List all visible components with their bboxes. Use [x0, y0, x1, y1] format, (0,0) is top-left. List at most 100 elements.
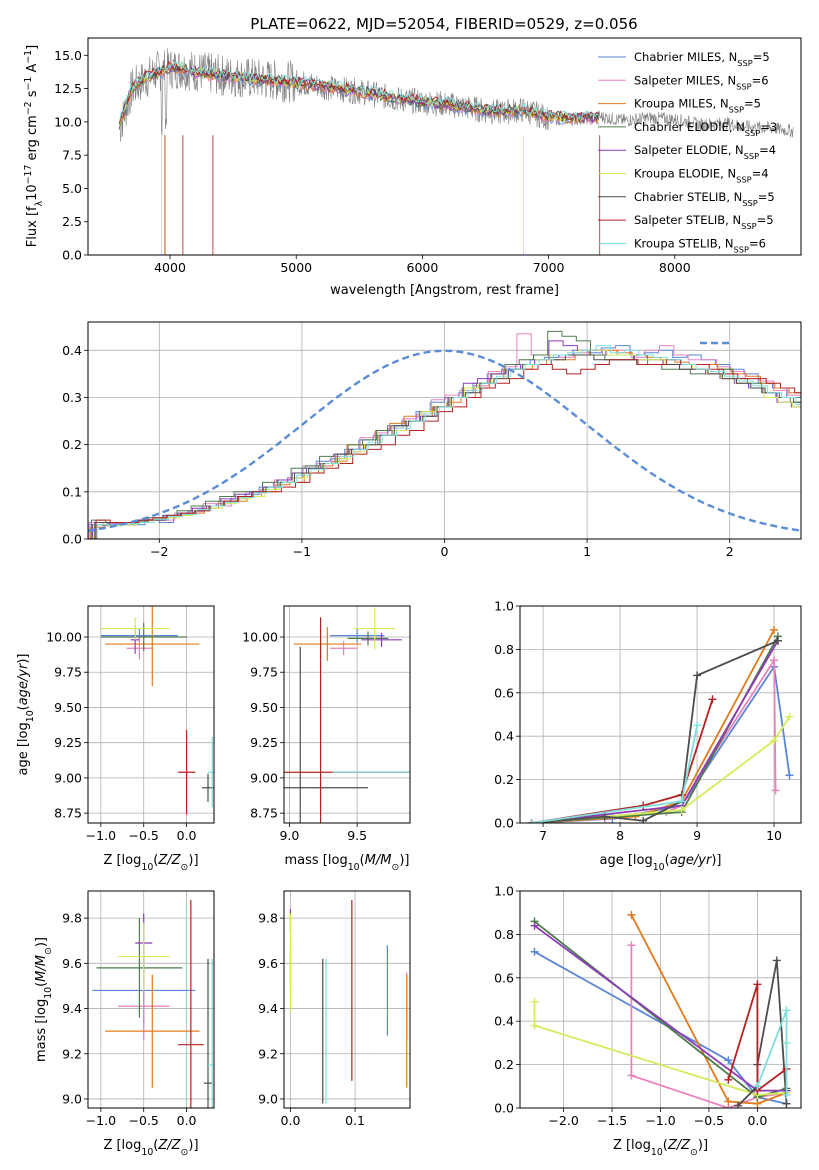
grid-lines — [284, 606, 410, 823]
error-bar-point — [284, 646, 368, 823]
y-tick-label: 8.75 — [250, 806, 278, 821]
x-tick-label: 8 — [616, 828, 624, 843]
x-tick-label: −1.5 — [597, 1113, 627, 1128]
series-marker — [627, 910, 636, 919]
x-tick-label: 6000 — [407, 260, 439, 275]
y-tick-label: 9.75 — [54, 665, 82, 680]
error-bar-point — [293, 627, 362, 661]
x-axis-label: age [log10(age/yr)] — [599, 853, 721, 873]
mass-weight-series — [724, 980, 791, 1095]
x-tick-label: −1 — [293, 544, 311, 559]
y-tick-label: 0.6 — [494, 970, 514, 985]
y-tick-label: 0.2 — [494, 772, 514, 787]
y-tick-label: 9.8 — [258, 911, 278, 926]
histogram-step-line — [96, 345, 801, 539]
error-bar-point — [178, 900, 204, 1108]
y-tick-label: 0.3 — [62, 390, 82, 405]
series-marker — [527, 819, 536, 823]
model-spectrum-line — [119, 60, 599, 121]
y-tick-label: 12.5 — [54, 81, 82, 96]
plot-area — [119, 48, 794, 255]
error-bar-point — [96, 918, 183, 1018]
error-bar-point — [208, 958, 214, 1108]
series-marker — [770, 625, 779, 634]
x-tick-label: 9.0 — [279, 828, 299, 843]
plot-area — [100, 606, 214, 815]
error-bar-point — [100, 617, 170, 640]
x-tick-label: 0.0 — [747, 1113, 767, 1128]
x-tick-label: 0.0 — [177, 1113, 197, 1128]
error-bar-point — [208, 737, 214, 808]
plot-area — [527, 625, 794, 823]
series-marker — [782, 1038, 791, 1047]
series-marker — [771, 786, 780, 795]
y-tick-label: 0.2 — [62, 437, 82, 452]
y-axis-label: mass [log10(M/M⊙)] — [34, 937, 54, 1062]
error-bar-point — [105, 974, 200, 1088]
x-tick-label: −0.5 — [129, 1113, 159, 1128]
y-tick-label: 9.0 — [62, 1091, 82, 1106]
x-tick-label: 4000 — [154, 260, 186, 275]
y-tick-label: 0.8 — [494, 642, 514, 657]
spectrum-legend: Chabrier MILES, NSSP=5 Salpeter MILES, NS… — [598, 50, 777, 254]
histogram-step-line — [93, 349, 801, 539]
observed-spectrum-line — [119, 48, 794, 142]
legend-label: Kroupa STELIB, NSSP=6 — [634, 236, 766, 254]
y-tick-label: 1.0 — [494, 599, 514, 614]
x-tick-label: 7000 — [533, 260, 565, 275]
y-tick-label: 0.2 — [494, 1057, 514, 1072]
y-tick-label: 0.1 — [62, 484, 82, 499]
y-tick-label: 9.75 — [250, 665, 278, 680]
axes-frame — [87, 37, 802, 256]
series-line — [756, 1010, 788, 1095]
axes-residual-histogram: −2 −1 0 1 2 0.0 0.1 0.2 0.3 0.4 — [62, 321, 802, 559]
series-line — [630, 945, 787, 1108]
x-tick-label: −1.0 — [86, 1113, 116, 1128]
axes-age-vs-Z: −1.0 −0.5 0.0 8.75 9.00 9.25 9.50 9.75 10.00 Z [l… — [16, 605, 215, 873]
series-marker — [530, 997, 539, 1006]
x-axis-label: Z [log10(Z/Z⊙)] — [613, 1138, 708, 1158]
series-marker — [734, 1101, 743, 1108]
series-marker — [770, 736, 779, 745]
y-tick-label: 9.2 — [258, 1046, 278, 1061]
y-tick-label: 1.0 — [494, 884, 514, 899]
y-tick-label: 0.0 — [494, 1101, 514, 1116]
y-tick-label: 9.00 — [250, 770, 278, 785]
series-marker — [724, 1075, 733, 1084]
y-tick-label: 0.0 — [494, 816, 514, 831]
x-tick-label: 0.1 — [345, 1113, 365, 1128]
series-marker — [785, 771, 794, 780]
series-marker — [782, 1090, 791, 1099]
axes-age-vs-mass: 9.0 9.5 8.75 9.00 9.25 9.50 9.75 10.00 mass [log… — [242, 605, 411, 873]
y-tick-label: 9.50 — [250, 700, 278, 715]
legend-label: Salpeter STELIB, NSSP=5 — [634, 213, 774, 231]
x-axis-label: Z [log10(Z/Z⊙)] — [103, 1138, 198, 1158]
x-tick-label: −1.0 — [645, 1113, 675, 1128]
axes-frame — [87, 890, 215, 1109]
legend-label: Kroupa MILES, NSSP=5 — [634, 97, 761, 115]
histogram-step-line — [95, 359, 801, 539]
y-tick-label: 0.4 — [494, 1014, 514, 1029]
series-marker — [772, 956, 781, 965]
x-tick-label: 0.0 — [177, 828, 197, 843]
error-bar-point — [178, 730, 196, 815]
series-marker — [693, 671, 702, 680]
series-marker — [530, 947, 539, 956]
series-marker — [530, 1021, 539, 1030]
axes-mass-weight-vs-Z: −2.0 −1.5 −1.0 −0.5 0.0 0.0 0.2 0.4 0.6 0.8 1.0 Z [… — [494, 884, 802, 1158]
error-bar-point — [105, 606, 200, 687]
y-tick-label: 8.75 — [54, 806, 82, 821]
series-marker — [785, 712, 794, 721]
y-axis-label: Flux [fλ10−17 erg cm−2 s−1 A−1] — [23, 45, 45, 247]
series-marker — [627, 941, 636, 950]
y-tick-label: 0.4 — [62, 343, 82, 358]
series-line — [727, 984, 788, 1093]
axes-spectrum: Chabrier MILES, NSSP=5 Salpeter MILES, NS… — [23, 37, 802, 298]
axes-mass-vs-Z: −1.0 −0.5 0.0 9.0 9.2 9.4 9.6 9.8 Z [log10(Z/Z⊙)… — [34, 890, 215, 1158]
plot-area — [88, 330, 801, 539]
axes-mass-vs-EBV: 0.0 0.1 9.0 9.2 9.4 9.6 9.8 — [258, 890, 411, 1128]
error-bar-point — [118, 922, 170, 991]
series-marker — [782, 1006, 791, 1015]
series-line — [533, 1001, 787, 1096]
